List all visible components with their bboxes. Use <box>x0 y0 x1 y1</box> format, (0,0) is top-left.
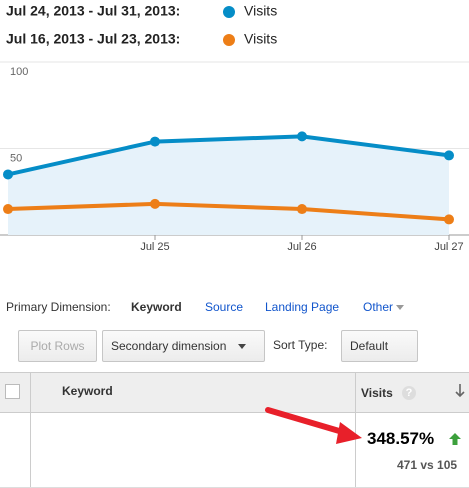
comparison-value: 471 vs 105 <box>397 458 458 472</box>
column-header[interactable]: Visits <box>361 386 393 400</box>
chart: Jul 24, 2013 - Jul 31, 2013: Visits Jul 16… <box>0 3 469 253</box>
button-text: Secondary dimension <box>111 339 227 353</box>
legend-dot <box>223 34 235 46</box>
dropdown-icon <box>396 305 405 311</box>
arrow <box>449 433 461 445</box>
dimension-label: Primary Dimension: <box>6 300 111 314</box>
checkbox[interactable] <box>5 384 20 399</box>
column-divider <box>30 372 31 488</box>
point <box>150 136 160 147</box>
sort-type-button[interactable]: Default <box>341 330 418 380</box>
sort-arrow[interactable] <box>455 384 465 398</box>
legend-date-range: Jul 24, 2013 - Jul 31, 2013: <box>6 3 180 19</box>
area <box>8 136 449 235</box>
series-line <box>7 201 450 222</box>
point <box>297 131 307 142</box>
help-icon[interactable]: ? <box>402 386 416 400</box>
x-tick-label: Jul 26 <box>287 241 316 253</box>
dimension-option[interactable]: Landing Page <box>265 300 340 314</box>
dimension-option[interactable]: Source <box>205 300 244 314</box>
series-line <box>7 134 450 177</box>
arrow <box>455 384 465 398</box>
point <box>150 198 160 209</box>
point <box>3 169 13 180</box>
point <box>3 204 13 215</box>
column-header[interactable]: Keyword <box>62 384 113 398</box>
plot-rows-button[interactable]: Plot Rows <box>18 330 97 362</box>
legend-label: Visits <box>244 31 277 47</box>
column-divider <box>355 372 356 488</box>
annotation-arrow <box>265 407 362 444</box>
sort-type-label: Sort Type: <box>273 338 328 352</box>
legend-date-range: Jul 16, 2013 - Jul 23, 2013: <box>6 31 180 47</box>
point <box>297 204 307 215</box>
dimension-option[interactable]: Keyword <box>131 300 182 314</box>
arrow-head <box>336 422 362 444</box>
legend-label: Visits <box>244 3 277 19</box>
point <box>444 150 454 161</box>
option-text: Other <box>363 300 394 314</box>
point <box>444 214 454 225</box>
table-header <box>0 372 469 413</box>
x-tick-label: Jul 27 <box>434 241 463 253</box>
arrow-shaft <box>265 407 349 436</box>
up-arrow <box>449 433 461 445</box>
button-text: Default <box>350 339 389 353</box>
y-tick-label: 100 <box>10 66 28 78</box>
y-tick-label: 50 <box>10 152 22 164</box>
legend-dot <box>223 6 235 18</box>
dimension-option[interactable]: Other <box>363 300 405 314</box>
change-value: 348.57% <box>367 429 435 448</box>
x-tick-label: Jul 25 <box>140 241 169 253</box>
dropdown-icon <box>237 344 246 350</box>
secondary-dimension-button[interactable]: Secondary dimension <box>102 330 265 362</box>
